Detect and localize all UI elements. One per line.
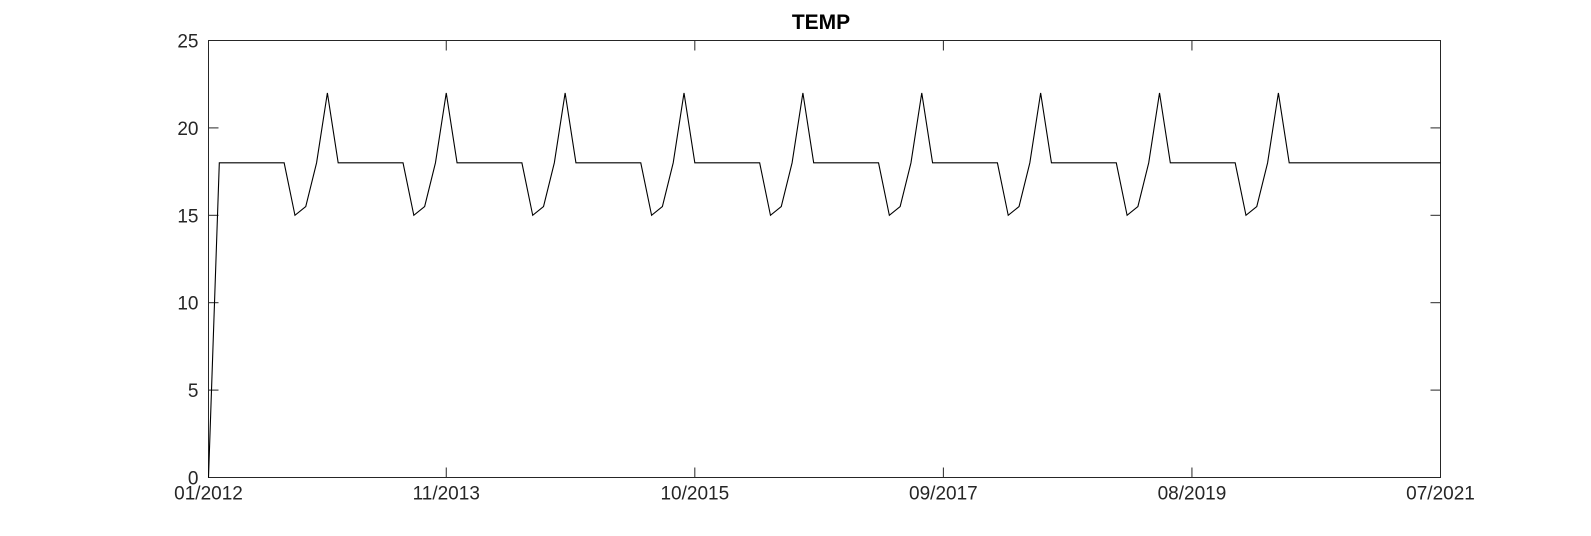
x-tick-label: 11/2013 <box>413 484 480 505</box>
axis-tick-labels: 0 5 10 15 20 25 01/2012 11/2013 10/2015 09/2017 08… <box>174 32 1475 505</box>
x-tick-label: 10/2015 <box>660 484 729 505</box>
y-tick-label: 15 <box>177 206 198 227</box>
y-tick-label: 20 <box>177 119 198 140</box>
y-tick-label: 5 <box>188 381 199 402</box>
x-tick-label: 08/2019 <box>1158 484 1227 505</box>
x-tick-label: 01/2012 <box>174 484 243 505</box>
chart-title: TEMP <box>792 11 850 34</box>
x-tick-label: 09/2017 <box>909 484 978 505</box>
plot-area-frame <box>208 40 1441 478</box>
y-tick-label: 0 <box>188 469 199 490</box>
temp-series-line <box>207 92 1441 478</box>
x-tick-label: 07/2021 <box>1406 484 1475 505</box>
y-tick-label: 25 <box>177 32 198 53</box>
y-tick-label: 10 <box>177 294 198 315</box>
